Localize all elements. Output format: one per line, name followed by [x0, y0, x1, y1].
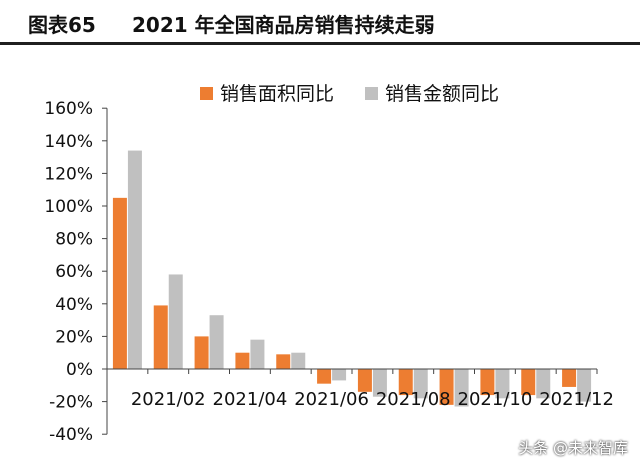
legend-swatch: [365, 87, 378, 100]
bar-sales-area: [235, 352, 250, 369]
bar-sales-area: [112, 197, 127, 369]
y-tick-label: -20%: [49, 393, 93, 413]
bar-sales-amount: [495, 369, 510, 399]
bar-sales-amount: [536, 369, 551, 399]
legend-label: 销售金额同比: [385, 83, 499, 105]
bar-sales-amount: [577, 369, 592, 402]
bar-sales-area: [562, 369, 577, 387]
bar-sales-amount: [127, 150, 142, 369]
bar-sales-area: [480, 369, 495, 396]
bar-sales-area: [521, 369, 536, 396]
bar-sales-area: [317, 369, 332, 384]
y-tick-label: 100%: [44, 197, 93, 217]
bar-sales-amount: [372, 369, 387, 397]
y-tick-label: 140%: [44, 132, 93, 152]
figure-label: 图表65: [28, 13, 96, 37]
bar-sales-area: [194, 336, 209, 369]
header-divider: [0, 42, 640, 45]
legend-label: 销售面积同比: [220, 83, 334, 105]
bar-sales-area: [357, 369, 372, 392]
y-tick-label: 0%: [66, 360, 93, 380]
x-tick-label: 2021/04: [213, 389, 288, 410]
bar-sales-area: [439, 369, 454, 405]
bar-sales-area: [398, 369, 413, 396]
y-tick-label: 20%: [55, 327, 93, 347]
x-tick-label: 2021/12: [539, 389, 614, 410]
bar-sales-amount: [250, 339, 265, 369]
y-tick-label: 120%: [44, 164, 93, 184]
x-tick-label: 2021/10: [458, 389, 533, 410]
bar-sales-amount: [332, 369, 347, 381]
bar-sales-amount: [168, 274, 183, 369]
bar-sales-amount: [209, 315, 224, 369]
bar-sales-amount: [454, 369, 469, 407]
bar-sales-area: [276, 354, 291, 369]
y-tick-label: -40%: [49, 425, 93, 445]
y-tick-label: 40%: [55, 295, 93, 315]
x-tick-label: 2021/02: [131, 389, 206, 410]
bar-sales-amount: [291, 352, 306, 369]
figure-header: 图表65 2021 年全国商品房销售持续走弱: [0, 0, 640, 45]
legend-swatch: [200, 87, 213, 100]
x-tick-label: 2021/08: [376, 389, 451, 410]
watermark: 头条 @未来智库: [518, 439, 628, 457]
y-tick-label: 160%: [44, 99, 93, 119]
y-tick-label: 80%: [55, 230, 93, 250]
figure-title: 2021 年全国商品房销售持续走弱: [132, 13, 435, 37]
bar-sales-area: [153, 305, 168, 369]
bar-sales-amount: [413, 369, 428, 399]
y-tick-label: 60%: [55, 262, 93, 282]
x-tick-label: 2021/06: [294, 389, 369, 410]
